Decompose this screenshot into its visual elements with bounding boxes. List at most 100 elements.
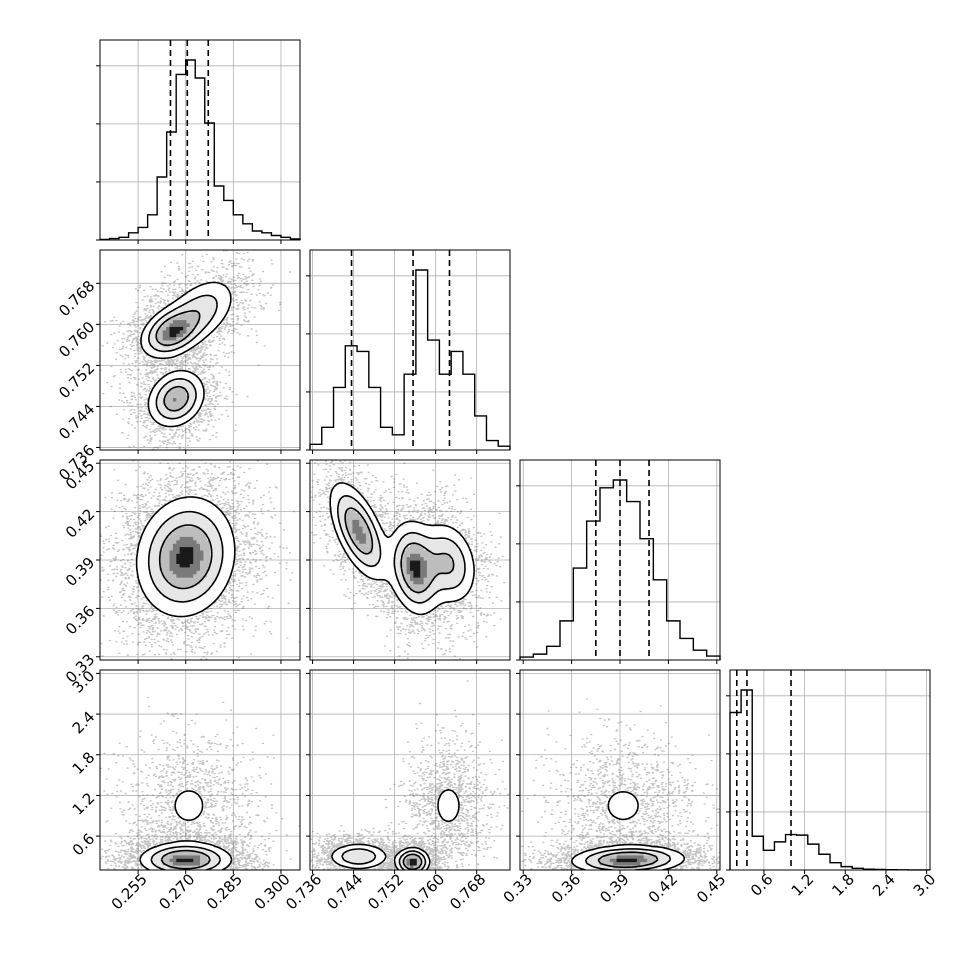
density-cell: [630, 810, 635, 815]
density-cell: [206, 543, 211, 548]
density-cell: [152, 864, 157, 869]
density-cell: [426, 600, 431, 605]
density-cell: [345, 532, 350, 537]
density-cell: [172, 383, 177, 388]
density-cell: [176, 607, 181, 612]
density-cell: [420, 593, 425, 598]
density-cell: [450, 543, 455, 548]
density-cell: [172, 502, 177, 507]
density-cell: [403, 858, 408, 863]
density-cell: [420, 597, 425, 602]
density-cell: [145, 336, 150, 341]
density-cell: [213, 593, 218, 598]
density-cell: [345, 492, 350, 497]
density-cell: [206, 305, 211, 310]
density-cell: [193, 289, 198, 293]
density-cell: [457, 583, 462, 588]
density-cell: [349, 485, 353, 490]
density-cell: [186, 539, 191, 544]
density-cell: [393, 583, 398, 588]
density-cell: [139, 549, 143, 554]
density-cell: [155, 600, 160, 605]
density-cell: [172, 505, 177, 510]
density-cell: [332, 495, 336, 500]
density-cell: [335, 495, 340, 500]
density-cell: [342, 509, 347, 514]
density-cell: [183, 810, 188, 815]
density-cell: [454, 532, 459, 537]
density-cell: [169, 397, 174, 402]
density-cell: [437, 532, 442, 537]
density-cell: [426, 587, 431, 592]
density-cell: [142, 553, 147, 558]
density-cell: [179, 563, 184, 568]
density-cell: [437, 549, 442, 554]
density-cell: [450, 529, 455, 534]
density-cell: [172, 417, 177, 422]
density-cell: [410, 861, 414, 866]
density-cell: [166, 316, 171, 321]
density-cell: [457, 536, 462, 541]
density-cell: [403, 848, 408, 852]
density-cell: [216, 319, 221, 324]
density-cell: [413, 864, 418, 869]
density-cell: [142, 587, 147, 592]
density-cell: [176, 841, 181, 846]
density-cell: [636, 861, 641, 866]
density-cell: [369, 526, 374, 531]
density-cell: [376, 566, 381, 571]
density-cell: [399, 861, 404, 866]
density-cell: [443, 590, 448, 595]
density-cell: [359, 858, 364, 863]
density-cell: [176, 502, 181, 507]
density-cell: [426, 532, 431, 537]
density-cell: [440, 797, 445, 802]
density-cell: [183, 295, 188, 300]
density-cell: [166, 414, 171, 419]
density-cell: [393, 576, 398, 581]
density-cell: [220, 285, 225, 290]
density-cell: [189, 864, 194, 869]
density-cell: [653, 861, 658, 866]
density-cell: [450, 593, 455, 598]
density-cell: [437, 570, 442, 575]
density-cell: [169, 539, 174, 544]
density-cell: [162, 864, 167, 869]
density-cell: [664, 848, 669, 852]
density-cell: [426, 570, 431, 575]
density-cell: [206, 563, 211, 568]
density-cell: [443, 556, 448, 561]
density-cell: [403, 583, 408, 588]
density-cell: [196, 573, 201, 578]
density-cell: [203, 322, 208, 327]
density-cell: [379, 539, 384, 544]
density-cell: [433, 576, 438, 581]
density-cell: [430, 583, 435, 588]
density-cell: [369, 563, 374, 568]
density-cell: [189, 502, 194, 507]
density-cell: [159, 309, 164, 314]
density-cell: [203, 326, 208, 331]
density-cell: [206, 522, 211, 527]
density-cell: [155, 858, 160, 863]
density-cell: [152, 336, 157, 341]
density-cell: [359, 844, 364, 849]
density-cell: [416, 858, 421, 863]
density-cell: [139, 546, 143, 551]
density-cell: [338, 512, 343, 517]
density-cell: [183, 417, 188, 422]
density-cell: [166, 339, 171, 344]
density-cell: [220, 512, 225, 517]
density-cell: [626, 851, 631, 856]
density-cell: [186, 499, 191, 503]
density-cell: [210, 289, 215, 293]
density-cell: [426, 560, 431, 564]
density-cell: [450, 810, 455, 815]
density-cell: [664, 851, 669, 856]
density-cell: [633, 803, 638, 808]
density-cell: [216, 316, 221, 321]
density-cell: [210, 526, 215, 531]
density-cell: [355, 515, 360, 520]
density-cell: [183, 543, 188, 548]
